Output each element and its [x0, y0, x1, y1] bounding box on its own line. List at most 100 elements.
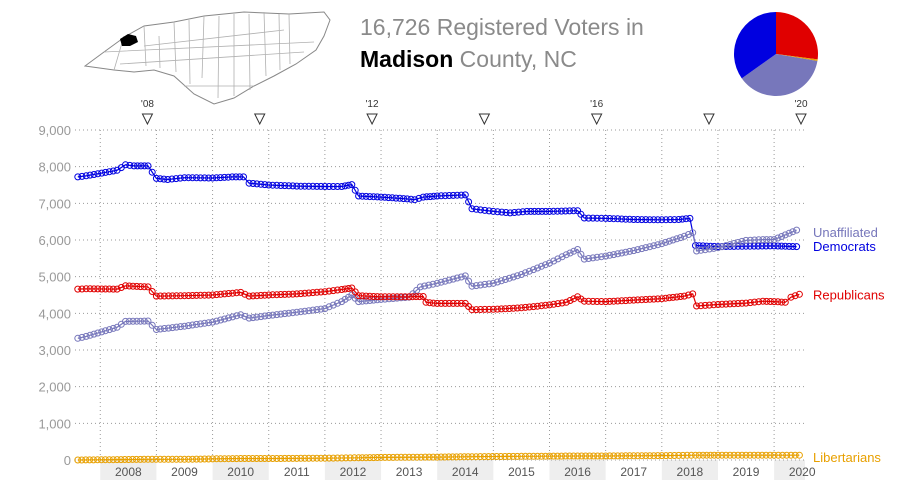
data-point-democrats [197, 174, 204, 182]
data-point-libertarians [362, 454, 370, 462]
down-triangle-icon [478, 113, 491, 126]
data-point-republicans [338, 286, 346, 293]
year-band [437, 460, 494, 480]
data-point-unaffiliated [597, 253, 605, 261]
data-point-democrats [329, 183, 337, 190]
data-point-unaffiliated [477, 281, 484, 289]
data-point-republicans [381, 293, 389, 301]
data-point-republicans [449, 299, 457, 307]
down-triangle-icon [590, 113, 603, 126]
data-point-unaffiliated [309, 306, 317, 314]
data-point-unaffiliated [580, 255, 588, 263]
data-point-libertarians [525, 452, 533, 460]
data-point-unaffiliated [789, 228, 797, 236]
data-point-libertarians [164, 455, 172, 463]
data-point-democrats [257, 180, 265, 188]
data-point-libertarians [253, 455, 261, 462]
data-point-unaffiliated [173, 323, 180, 331]
data-point-republicans [770, 298, 778, 306]
data-point-libertarians [197, 455, 204, 463]
data-point-unaffiliated [74, 334, 82, 342]
data-point-republicans [610, 297, 618, 305]
data-point-unaffiliated [301, 307, 309, 315]
data-point-libertarians [762, 451, 770, 459]
data-point-republicans [593, 298, 601, 305]
data-point-democrats [209, 174, 217, 182]
down-triangle-icon [703, 113, 715, 126]
data-point-unaffiliated [538, 262, 545, 270]
data-point-republicans [185, 292, 192, 300]
y-tick-label: 4,000 [38, 306, 71, 321]
data-point-republicans [269, 291, 277, 299]
data-point-libertarians [570, 452, 578, 460]
data-point-libertarians [125, 456, 133, 463]
data-point-libertarians [370, 454, 378, 462]
data-point-libertarians [358, 454, 366, 462]
data-point-libertarians [594, 452, 602, 460]
data-point-republicans [133, 282, 141, 290]
data-point-democrats [602, 214, 610, 222]
data-point-democrats [506, 209, 514, 217]
data-point-republicans [501, 305, 509, 313]
data-point-democrats [686, 214, 694, 222]
data-point-libertarians [425, 453, 433, 461]
data-point-libertarians [546, 452, 553, 460]
data-point-libertarians [433, 453, 441, 461]
data-point-libertarians [730, 451, 738, 459]
data-point-libertarians [321, 454, 329, 462]
data-point-libertarians [501, 453, 509, 460]
data-point-republicans [257, 291, 265, 299]
data-point-democrats [606, 215, 614, 222]
data-point-unaffiliated [755, 236, 763, 244]
data-point-libertarians [718, 451, 726, 459]
data-point-libertarians [654, 452, 662, 460]
data-point-libertarians [74, 456, 82, 464]
data-point-democrats [489, 207, 497, 215]
data-point-unaffiliated [662, 238, 670, 246]
data-point-libertarians [517, 452, 525, 460]
data-point-republicans [165, 292, 172, 300]
data-point-republicans [742, 299, 750, 307]
data-point-libertarians [113, 456, 121, 464]
data-point-democrats [301, 182, 309, 190]
data-point-democrats [738, 242, 746, 250]
y-tick-label: 7,000 [38, 196, 71, 211]
data-point-republicans [453, 299, 461, 307]
data-point-republicans [622, 297, 630, 305]
data-point-libertarians [269, 455, 277, 462]
data-point-republicans [193, 291, 200, 299]
y-tick-label: 3,000 [38, 343, 71, 358]
data-point-libertarians [480, 453, 488, 461]
data-point-democrats [228, 173, 236, 181]
data-point-republicans [189, 292, 196, 299]
data-point-democrats [348, 181, 356, 189]
data-point-unaffiliated [602, 252, 610, 260]
data-point-republicans [505, 305, 513, 312]
data-point-democrats [160, 175, 168, 183]
data-point-republicans [156, 292, 164, 300]
data-point-unaffiliated [693, 247, 701, 255]
data-point-democrats [546, 207, 553, 215]
data-point-republicans [419, 293, 427, 300]
data-point-unaffiliated [261, 312, 269, 320]
data-point-republicans [82, 285, 90, 293]
data-point-republicans [554, 300, 562, 308]
data-point-republicans [493, 305, 501, 313]
data-point-democrats [269, 181, 277, 189]
data-point-libertarians [783, 451, 791, 459]
data-point-libertarians [209, 455, 217, 463]
data-point-democrats [281, 182, 289, 190]
data-point-libertarians [554, 452, 561, 460]
data-point-unaffiliated [140, 317, 148, 325]
data-point-libertarians [489, 453, 497, 460]
data-point-unaffiliated [217, 316, 225, 324]
data-point-democrats [670, 216, 678, 224]
data-point-republicans [144, 283, 152, 291]
data-point-republicans [213, 291, 221, 299]
data-point-democrats [515, 208, 523, 216]
series-label-republicans: Republicans [813, 287, 885, 302]
data-point-democrats [351, 186, 359, 194]
data-point-unaffiliated [181, 322, 188, 330]
data-point-republicans [317, 288, 325, 296]
